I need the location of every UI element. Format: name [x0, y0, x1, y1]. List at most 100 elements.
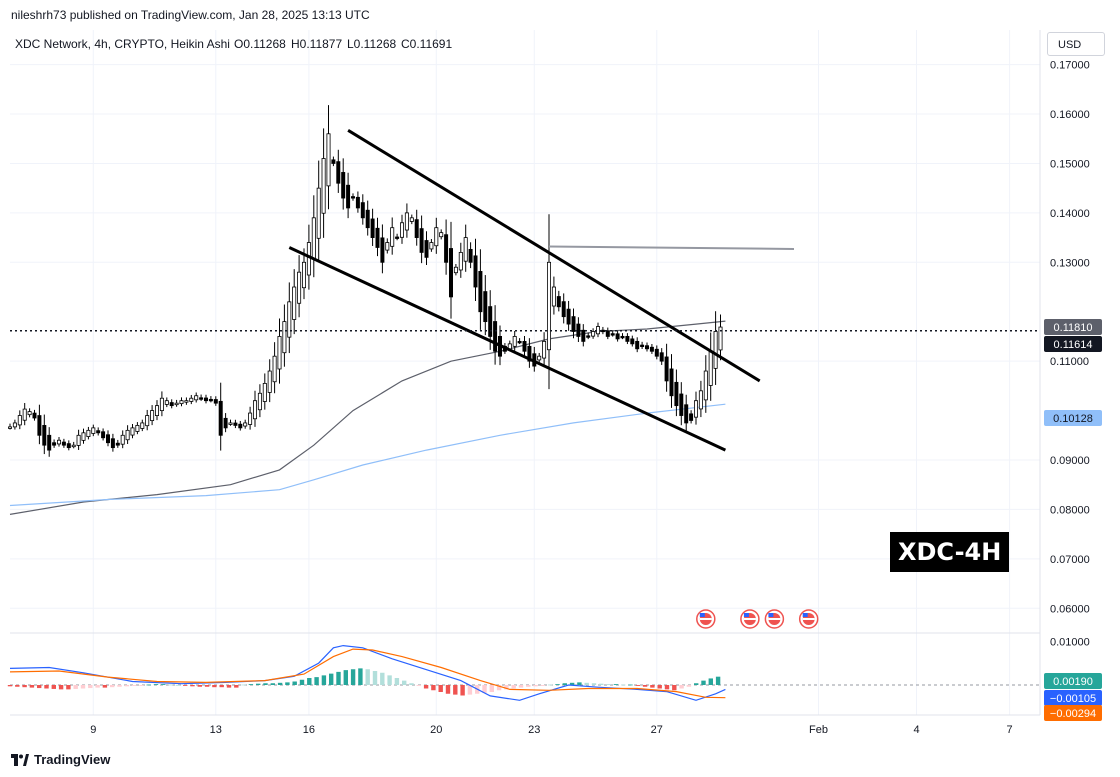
candle-body	[566, 308, 571, 325]
time-tick-label: 4	[913, 724, 919, 736]
price-tick-label: 0.08000	[1050, 504, 1090, 516]
value-tag-bg	[1044, 690, 1102, 706]
candle-body	[640, 344, 645, 347]
candle-body	[257, 392, 262, 411]
moving-averages	[9, 320, 726, 515]
time-axis[interactable]: 9 13 16 20 23 27 Feb 4 7	[90, 724, 1012, 736]
time-tick-label: Feb	[809, 724, 828, 736]
candle-body	[576, 323, 581, 337]
tradingview-logo[interactable]: TradingView	[11, 752, 110, 767]
candle-body	[179, 400, 184, 405]
candle-body	[689, 413, 694, 421]
macd-histogram-bar	[161, 684, 166, 685]
candle-body	[478, 271, 483, 313]
event-flag-icon[interactable]	[764, 609, 785, 629]
candle-body	[199, 397, 204, 400]
top-bar: nileshrh73 published on TradingView.com,…	[0, 0, 1120, 30]
candle-body	[91, 427, 96, 434]
currency-button[interactable]: USD	[1047, 32, 1105, 56]
time-tick-label: 9	[90, 724, 96, 736]
symbol-badge: XDC-4H	[890, 532, 1010, 572]
candle-body	[27, 411, 32, 416]
macd-histogram-bar	[540, 685, 546, 686]
candle-body	[620, 335, 625, 339]
candle-body	[625, 336, 630, 342]
candle-body	[86, 429, 91, 437]
macd-histogram-bar	[482, 685, 487, 693]
macd-histogram-bar	[248, 684, 254, 685]
candle-body	[316, 187, 321, 239]
macd-histogram-bar	[58, 685, 64, 690]
candle-body	[517, 340, 522, 344]
candle-body	[424, 240, 429, 258]
candle-body	[150, 410, 155, 422]
candle-body	[468, 248, 473, 263]
candle-body	[537, 355, 542, 361]
candle-body	[444, 234, 449, 263]
candle-body	[61, 441, 66, 446]
candle-body	[37, 415, 42, 436]
candle-body	[277, 336, 282, 370]
candle-body	[81, 432, 86, 441]
candle-body	[115, 442, 120, 446]
macd-histogram-bar	[672, 685, 677, 691]
candle-body	[434, 227, 439, 247]
candle-body	[223, 417, 228, 429]
event-flag-icon[interactable]	[798, 609, 819, 629]
candle-body	[272, 355, 277, 383]
price-axis[interactable]: 0.17000 0.16000 0.15000 0.14000 0.13000 0.110…	[1050, 60, 1090, 616]
candle-body	[380, 237, 385, 263]
candle-body	[547, 261, 552, 351]
price-tick-label: 0.15000	[1050, 158, 1090, 170]
macd-histogram-bar	[22, 685, 27, 688]
macd-histogram-bar	[263, 683, 268, 685]
candle-body	[698, 390, 703, 410]
candle-body	[708, 350, 713, 386]
candle-body	[659, 352, 664, 362]
candle-body	[47, 434, 52, 451]
macd-histogram-bar	[489, 685, 494, 692]
candle-body	[409, 217, 414, 222]
macd-axis: 0.01000	[1050, 636, 1090, 648]
candle-body	[12, 422, 17, 428]
macd-histogram-bar	[15, 685, 20, 687]
macd-histogram-bar	[569, 682, 575, 685]
macd-histogram-bar	[226, 685, 232, 688]
candle-body	[679, 393, 684, 416]
macd-histogram-bar	[299, 679, 305, 685]
candle-body	[375, 227, 380, 248]
candle-body	[694, 400, 699, 418]
event-flag-icon[interactable]	[740, 609, 760, 629]
ma-fast-line	[9, 403, 726, 507]
macd-histogram-bar	[66, 685, 71, 690]
candle-body	[110, 438, 115, 449]
candle-body	[184, 400, 189, 403]
ohlc-low: L0.11268	[347, 37, 396, 51]
macd-histogram-bar	[496, 685, 502, 691]
macd-histogram-bar	[438, 685, 443, 692]
event-icons[interactable]	[696, 609, 819, 629]
candle-body	[243, 422, 248, 427]
candle-body	[404, 212, 409, 231]
candle-body	[96, 430, 101, 434]
symbol-info[interactable]: XDC Network, 4h, CRYPTO, Heikin Ashi	[15, 37, 230, 51]
candle-body	[71, 444, 76, 448]
candle-body	[336, 161, 341, 184]
candle-body	[527, 345, 532, 362]
macd-histogram-bar	[613, 684, 619, 685]
trendlines[interactable]	[288, 129, 795, 452]
macd-histogram-bar	[131, 685, 137, 686]
price-tick-label: 0.06000	[1050, 603, 1090, 615]
macd-histogram-bar	[7, 685, 13, 687]
candle-body	[194, 395, 199, 401]
candle-body	[542, 340, 547, 359]
macd-histogram-bar	[51, 685, 56, 689]
macd-histogram-bar	[694, 683, 699, 685]
event-flag-icon[interactable]	[696, 609, 716, 629]
macd-histogram-bar	[518, 685, 524, 688]
candle-body	[306, 242, 311, 276]
macd-histogram-bar	[511, 685, 516, 689]
candle-body	[208, 398, 213, 402]
macd-histogram-bar	[460, 685, 465, 696]
